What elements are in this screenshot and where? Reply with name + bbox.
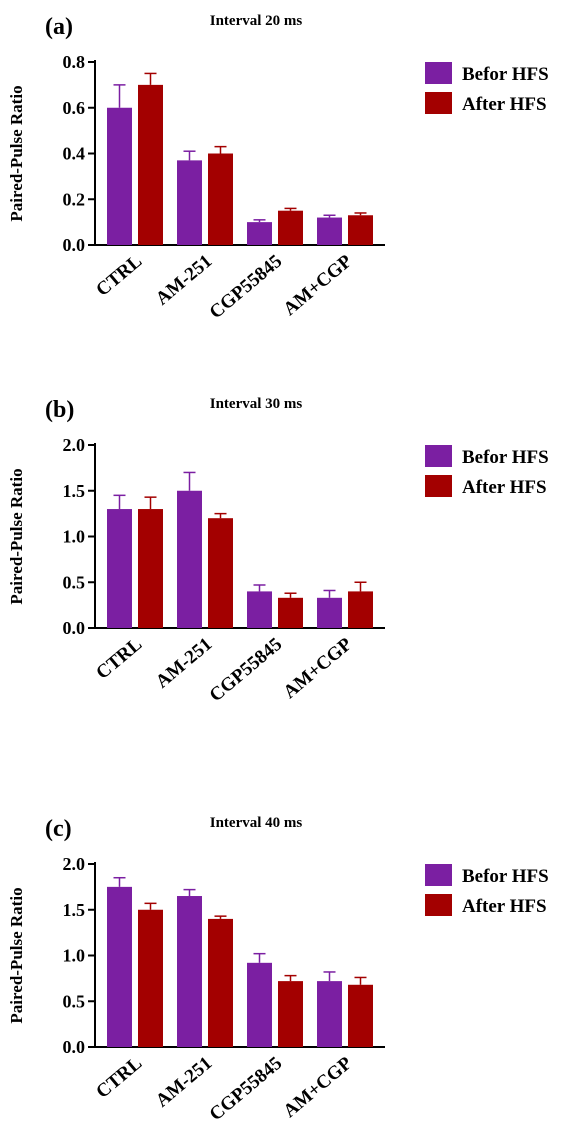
bar (177, 896, 202, 1047)
y-tick-label: 0.2 (63, 189, 86, 209)
bar (177, 160, 202, 245)
x-tick-label: CTRL (92, 251, 146, 301)
y-tick-label: 1.5 (63, 481, 86, 501)
bar (177, 490, 202, 628)
x-tick-label: CTRL (92, 634, 146, 684)
y-tick-label: 0.0 (63, 618, 86, 638)
y-tick-label: 0.0 (63, 1037, 86, 1057)
y-tick-label: 0.6 (63, 98, 86, 118)
legend-swatch (425, 92, 452, 114)
chart-panel-2: (b) Interval 30 ms Paired-Pulse Ratio 0.0 0.… (7, 396, 549, 706)
y-tick-label: 0.8 (63, 52, 86, 72)
bar (107, 886, 132, 1047)
y-tick-label: 2.0 (63, 435, 86, 455)
chart-title: Interval 20 ms (210, 13, 303, 29)
legend-label: After HFS (462, 896, 547, 917)
y-tick-label: 0.5 (63, 572, 86, 592)
y-axis-label: Paired-Pulse Ratio (7, 887, 26, 1023)
chart-title: Interval 30 ms (210, 396, 303, 412)
x-tick-label: AM-251 (152, 1053, 216, 1112)
bar (208, 153, 233, 245)
bar (247, 591, 272, 628)
bar (247, 962, 272, 1047)
x-tick-label: AM+CGP (279, 633, 356, 702)
x-tick-label: AM+CGP (279, 1052, 356, 1121)
x-tick-label: CGP55845 (206, 251, 287, 323)
legend-label: Befor HFS (462, 64, 549, 85)
y-axis-label: Paired-Pulse Ratio (7, 468, 26, 604)
bar (348, 591, 373, 628)
y-tick-label: 1.0 (63, 527, 86, 547)
panel-label: (a) (45, 14, 73, 40)
legend-swatch (425, 894, 452, 916)
bar (317, 597, 342, 628)
x-tick-label: CGP55845 (206, 634, 287, 706)
x-tick-label: CTRL (92, 1053, 146, 1103)
chart-title: Interval 40 ms (210, 815, 303, 831)
bar (138, 909, 163, 1047)
bar (247, 222, 272, 245)
legend-label: Befor HFS (462, 866, 549, 887)
panel-label: (b) (45, 397, 74, 423)
bar (208, 918, 233, 1047)
y-tick-label: 2.0 (63, 854, 86, 874)
legend-label: Befor HFS (462, 447, 549, 468)
bar (278, 210, 303, 245)
bar (107, 107, 132, 245)
legend-swatch (425, 475, 452, 497)
x-tick-label: AM-251 (152, 251, 216, 310)
bar (278, 597, 303, 628)
legend-swatch (425, 864, 452, 886)
x-tick-label: AM-251 (152, 634, 216, 693)
bar (138, 84, 163, 245)
legend-swatch (425, 445, 452, 467)
chart-panel-3: (c) Interval 40 ms Paired-Pulse Ratio 0.0 0.… (7, 815, 549, 1125)
bar (138, 509, 163, 628)
chart-panel-1: (a) Interval 20 ms Paired-Pulse Ratio 0.0 0.… (7, 13, 549, 323)
x-tick-label: AM+CGP (279, 250, 356, 319)
x-tick-label: CGP55845 (206, 1053, 287, 1125)
legend-label: After HFS (462, 94, 547, 115)
y-axis-label: Paired-Pulse Ratio (7, 85, 26, 221)
legend-swatch (425, 62, 452, 84)
bar (278, 981, 303, 1047)
y-tick-label: 1.5 (63, 900, 86, 920)
panel-label: (c) (45, 816, 72, 842)
bar (208, 518, 233, 628)
y-tick-label: 1.0 (63, 946, 86, 966)
bar (107, 509, 132, 628)
y-tick-label: 0.4 (63, 144, 86, 164)
bar (317, 217, 342, 245)
y-tick-label: 0.0 (63, 235, 86, 255)
bar (317, 981, 342, 1047)
bar (348, 215, 373, 245)
legend-label: After HFS (462, 477, 547, 498)
bar (348, 984, 373, 1047)
y-tick-label: 0.5 (63, 991, 86, 1011)
